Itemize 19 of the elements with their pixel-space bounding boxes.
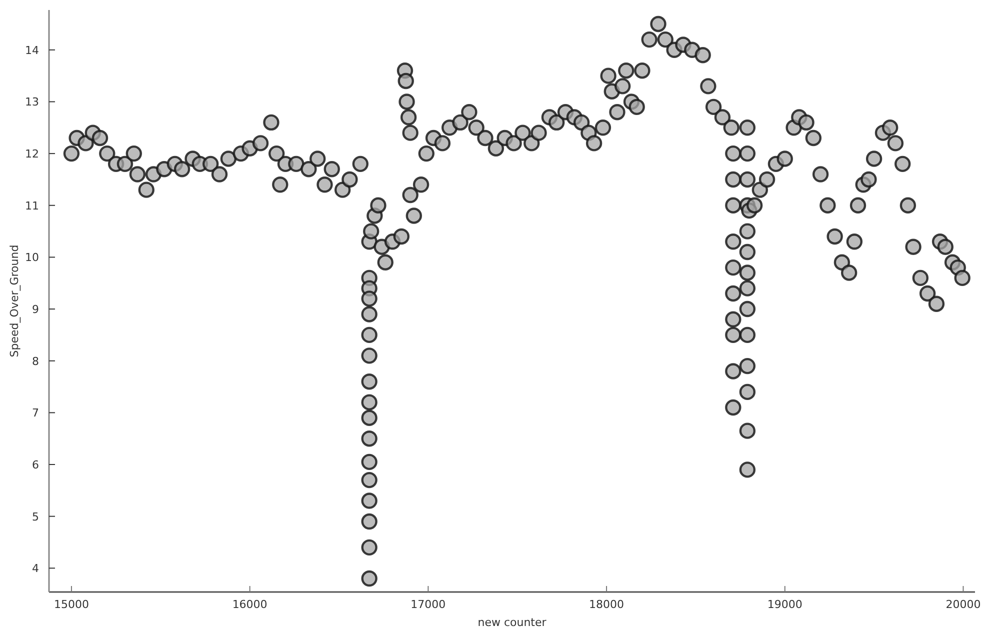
y-tick-label: 6: [32, 458, 39, 472]
y-tick-label: 9: [32, 303, 39, 316]
x-axis-title: new counter: [478, 616, 547, 628]
x-tick-label: 19000: [767, 598, 802, 611]
y-tick-label: 13: [25, 96, 39, 109]
y-tick-label: 5: [32, 510, 39, 524]
y-tick-label: 12: [25, 148, 39, 161]
x-tick-label: 18000: [589, 598, 624, 611]
y-axis-title: Speed_Over_Ground: [8, 244, 21, 358]
y-tick-label: 8: [32, 354, 39, 368]
y-tick-label: 4: [32, 562, 39, 576]
y-tick-label: 7: [32, 406, 39, 420]
x-tick-label: 16000: [232, 598, 268, 611]
y-tick-label: 10: [25, 251, 39, 264]
x-tick-label: 20000: [946, 598, 981, 611]
x-tick-label: 17000: [410, 598, 446, 611]
x-tick-label: 15000: [54, 598, 89, 611]
y-tick-label: 11: [25, 199, 39, 212]
y-tick-label: 14: [25, 44, 39, 57]
